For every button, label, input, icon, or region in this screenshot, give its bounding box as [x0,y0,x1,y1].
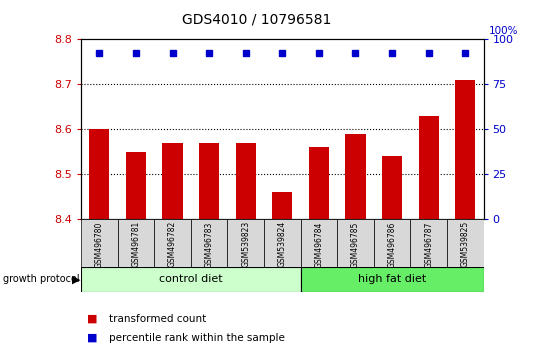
Bar [81,267,301,292]
Text: high fat diet: high fat diet [358,274,426,284]
Bar [301,219,337,267]
Bar [154,219,191,267]
Text: growth protocol: growth protocol [3,274,79,284]
Bar [337,219,374,267]
Bar [447,219,484,267]
Text: GSM496782: GSM496782 [168,221,177,268]
Text: GSM539825: GSM539825 [461,221,470,268]
Bar [419,116,439,219]
Text: GSM496781: GSM496781 [131,221,140,268]
Bar [374,219,410,267]
Bar [199,143,219,219]
Text: GSM539824: GSM539824 [278,221,287,268]
Bar [126,152,146,219]
Bar [309,147,329,219]
Text: GSM496786: GSM496786 [387,221,396,268]
Text: GDS4010 / 10796581: GDS4010 / 10796581 [182,12,332,27]
Text: GSM496783: GSM496783 [205,221,214,268]
Bar [89,129,110,219]
Bar [228,219,264,267]
Bar [264,219,301,267]
Bar [345,134,366,219]
Bar [81,219,117,267]
Bar [455,80,475,219]
Text: GSM539823: GSM539823 [241,221,250,268]
Text: GSM496787: GSM496787 [424,221,433,268]
Text: GSM496780: GSM496780 [95,221,104,268]
Bar [410,219,447,267]
Text: control diet: control diet [159,274,222,284]
Bar [163,143,183,219]
Text: 100%: 100% [489,26,519,36]
Text: ■: ■ [87,314,97,324]
Text: transformed count: transformed count [109,314,206,324]
Text: GSM496785: GSM496785 [351,221,360,268]
Bar [301,267,484,292]
Text: percentile rank within the sample: percentile rank within the sample [109,333,285,343]
Text: ■: ■ [87,333,97,343]
Bar [272,192,292,219]
Text: ▶: ▶ [72,274,80,284]
Text: GSM496784: GSM496784 [314,221,324,268]
Bar [382,156,402,219]
Bar [191,219,228,267]
Bar [117,219,154,267]
Bar [236,143,256,219]
